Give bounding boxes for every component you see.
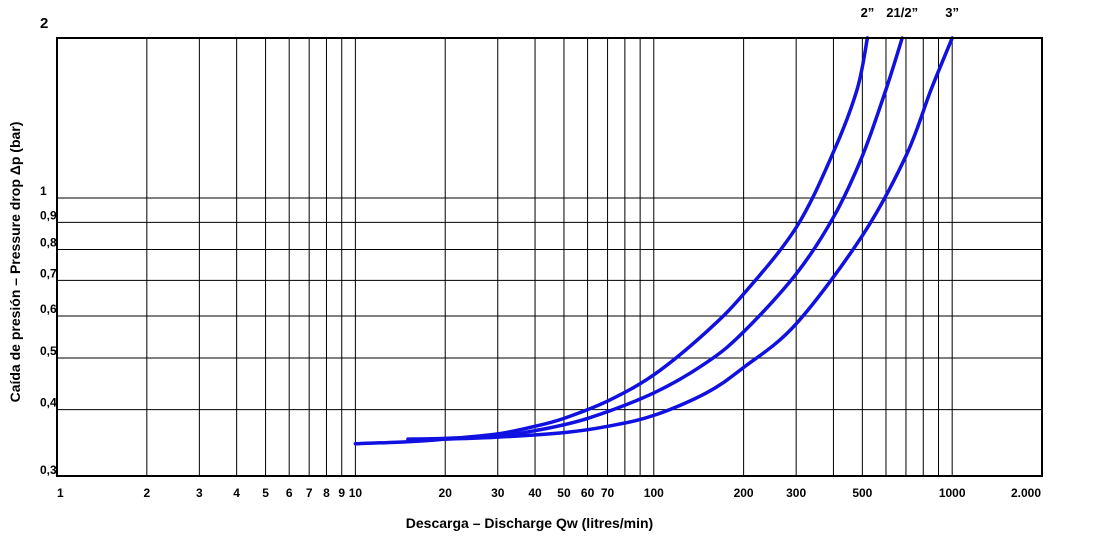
plot-frame (56, 37, 1043, 477)
x-tick-label: 100 (644, 486, 664, 500)
x-tick-label: 70 (601, 486, 615, 500)
x-tick-label: 5 (262, 486, 269, 500)
y-tick-label: 0,7 (40, 266, 57, 280)
x-tick-label: 2.000 (1011, 486, 1041, 500)
x-tick-label: 30 (491, 486, 505, 500)
x-tick-label: 200 (734, 486, 754, 500)
grid-lines (57, 38, 1042, 476)
y-tick-label: 0,6 (40, 302, 57, 316)
x-tick-label: 1000 (939, 486, 966, 500)
y-tick-label: 0,8 (40, 236, 57, 250)
y-tick-label: 0,4 (40, 396, 57, 410)
x-tick-label: 60 (581, 486, 595, 500)
y-tick-label: 0,5 (40, 344, 57, 358)
x-tick-label: 10 (349, 486, 363, 500)
x-tick-label: 500 (852, 486, 872, 500)
x-tick-label: 40 (528, 486, 542, 500)
x-tick-label: 3 (196, 486, 203, 500)
y-tick-label: 0,9 (40, 208, 57, 222)
y-tick-labels: 2 1 0,9 0,8 0,7 0,6 0,5 0,4 0,3 (40, 15, 57, 477)
series-line-3 (443, 36, 954, 441)
x-tick-label: 8 (323, 486, 330, 500)
x-tick-labels: 1 2 3 4 5 6 7 8 9 10 20 30 40 50 60 70 100 200 300 500 1000 2… (57, 486, 1041, 500)
x-tick-label: 9 (338, 486, 345, 500)
y-tick-label: 0,3 (40, 463, 57, 477)
x-tick-label: 7 (306, 486, 313, 500)
series-label: 21/2” (886, 5, 918, 20)
series-label: 2” (861, 5, 875, 20)
x-tick-label: 300 (786, 486, 806, 500)
series-line-2 (406, 36, 904, 441)
x-tick-label: 4 (233, 486, 240, 500)
x-tick-label: 1 (57, 486, 64, 500)
x-tick-label: 6 (286, 486, 293, 500)
series-labels: 2” 21/2” 3” (861, 5, 959, 20)
series-line-1 (353, 36, 870, 446)
series-label: 3” (945, 5, 959, 20)
y-axis-title: Caída de presión – Pressure drop Δp (bar… (7, 122, 23, 403)
x-tick-label: 20 (439, 486, 453, 500)
series-lines (353, 36, 954, 446)
y-tick-label: 2 (40, 15, 48, 32)
x-axis-title: Descarga – Discharge Qw (litres/min) (406, 515, 653, 531)
x-tick-label: 50 (557, 486, 571, 500)
y-tick-label: 1 (40, 184, 47, 198)
x-tick-label: 2 (143, 486, 150, 500)
